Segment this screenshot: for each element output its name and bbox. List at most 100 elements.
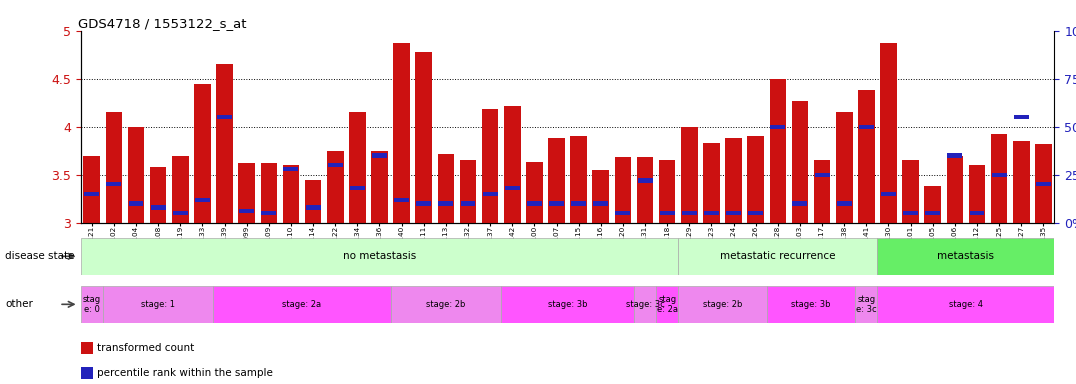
Bar — [151, 205, 166, 210]
Bar — [213, 286, 391, 323]
Text: other: other — [5, 299, 33, 310]
Bar — [501, 286, 634, 323]
Text: stag
e: 0: stag e: 0 — [83, 295, 101, 314]
Bar — [172, 156, 188, 223]
Bar — [659, 161, 676, 223]
Bar — [570, 136, 586, 223]
Bar — [371, 151, 387, 223]
Bar — [877, 286, 1054, 323]
Bar — [925, 211, 940, 215]
Bar — [656, 286, 678, 323]
Bar — [81, 238, 678, 275]
Text: metastasis: metastasis — [937, 251, 994, 262]
Text: stage: 3c: stage: 3c — [625, 300, 664, 309]
Bar — [416, 201, 431, 206]
Text: metastatic recurrence: metastatic recurrence — [720, 251, 836, 262]
Bar — [1035, 144, 1051, 223]
Bar — [260, 163, 278, 223]
Bar — [173, 211, 187, 215]
Bar — [81, 286, 103, 323]
Bar — [128, 127, 144, 223]
Text: stage: 4: stage: 4 — [949, 300, 983, 309]
Bar — [306, 205, 321, 210]
Bar — [391, 286, 501, 323]
Bar — [526, 162, 542, 223]
Bar — [1014, 115, 1029, 119]
Bar — [328, 163, 342, 167]
Text: stag
e: 3c: stag e: 3c — [856, 295, 877, 314]
Bar — [549, 138, 565, 223]
Bar — [725, 138, 741, 223]
Text: transformed count: transformed count — [97, 343, 195, 353]
Text: stage: 2b: stage: 2b — [426, 300, 466, 309]
Bar — [903, 161, 919, 223]
Bar — [836, 112, 852, 223]
Bar — [815, 172, 830, 177]
Bar — [216, 64, 232, 223]
Bar — [903, 211, 918, 215]
Bar — [681, 127, 697, 223]
Text: stage: 2a: stage: 2a — [283, 300, 322, 309]
Bar — [483, 192, 497, 196]
Bar — [105, 112, 123, 223]
Bar — [482, 109, 498, 223]
Bar — [459, 161, 477, 223]
Bar — [84, 192, 99, 196]
Bar — [150, 167, 167, 223]
Text: stage: 1: stage: 1 — [141, 300, 175, 309]
Text: stag
e: 2a: stag e: 2a — [656, 295, 678, 314]
Text: no metastasis: no metastasis — [343, 251, 416, 262]
Bar — [767, 286, 855, 323]
Bar — [813, 161, 831, 223]
Bar — [855, 286, 877, 323]
Bar — [327, 151, 343, 223]
Bar — [504, 106, 521, 223]
Bar — [239, 209, 254, 214]
Bar — [792, 101, 808, 223]
Bar — [81, 367, 93, 379]
Text: stage: 3b: stage: 3b — [791, 300, 831, 309]
Bar — [349, 112, 366, 223]
Bar — [678, 286, 767, 323]
Bar — [305, 180, 322, 223]
Bar — [350, 186, 365, 190]
Bar — [549, 201, 564, 206]
Bar — [638, 178, 652, 183]
Bar — [969, 211, 985, 215]
Bar — [217, 115, 232, 119]
Bar — [438, 201, 453, 206]
Bar — [637, 157, 653, 223]
Bar — [571, 201, 586, 206]
Bar — [682, 211, 697, 215]
Bar — [615, 211, 631, 215]
Bar — [1013, 141, 1030, 223]
Bar — [837, 201, 852, 206]
Bar — [793, 201, 807, 206]
Bar — [858, 90, 875, 223]
Bar — [461, 201, 476, 206]
Text: stage: 2b: stage: 2b — [703, 300, 742, 309]
Text: percentile rank within the sample: percentile rank within the sample — [97, 368, 273, 378]
Bar — [992, 172, 1007, 177]
Bar — [195, 197, 210, 202]
Bar — [527, 201, 542, 206]
Text: GDS4718 / 1553122_s_at: GDS4718 / 1553122_s_at — [77, 17, 246, 30]
Bar — [372, 153, 387, 158]
Bar — [726, 211, 741, 215]
Bar — [103, 286, 213, 323]
Bar — [261, 211, 277, 215]
Bar — [748, 136, 764, 223]
Bar — [678, 238, 877, 275]
Bar — [634, 286, 656, 323]
Bar — [881, 192, 896, 196]
Bar — [283, 167, 298, 171]
Bar — [877, 238, 1054, 275]
Bar — [593, 201, 608, 206]
Bar — [593, 170, 609, 223]
Bar — [991, 134, 1007, 223]
Bar — [748, 211, 763, 215]
Bar — [81, 342, 93, 354]
Bar — [924, 186, 942, 223]
Bar — [770, 124, 785, 129]
Bar — [194, 84, 211, 223]
